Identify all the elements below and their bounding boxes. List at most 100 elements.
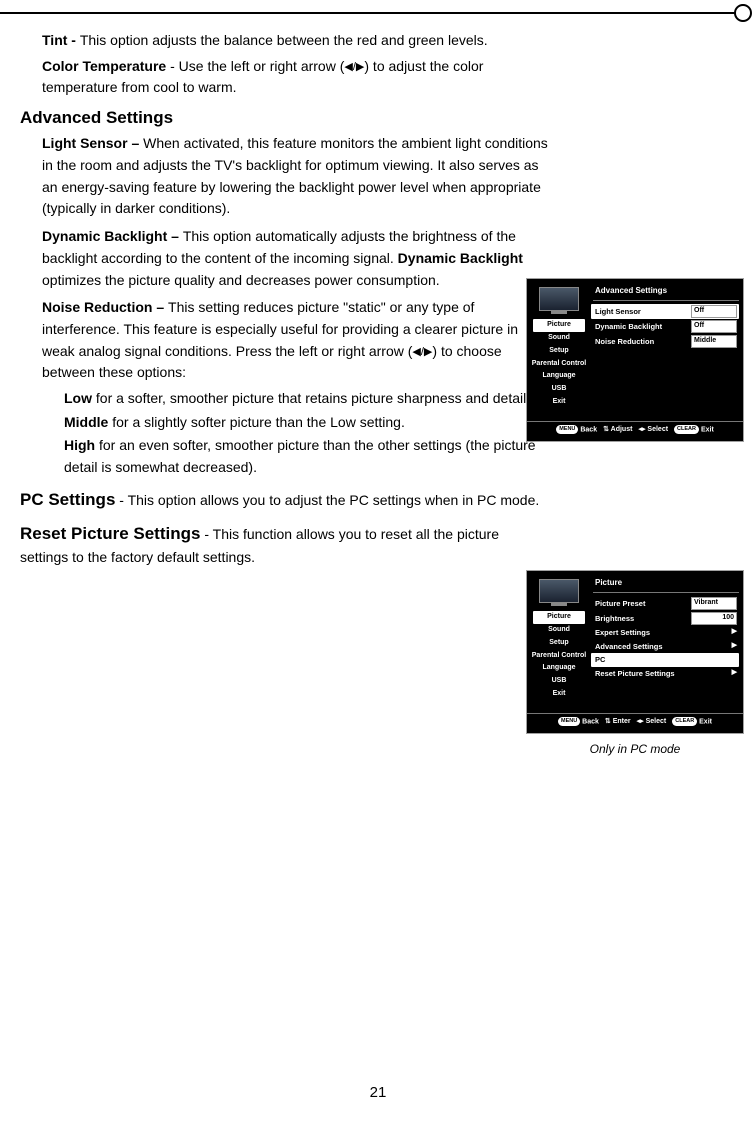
light-sensor-label: Light Sensor – — [42, 135, 143, 151]
sidebar-item-setup[interactable]: Setup — [527, 345, 591, 358]
middle-option: Middle for a slightly softer picture tha… — [64, 412, 550, 434]
osd-row-value: Off — [691, 320, 737, 333]
colortemp-label: Color Temperature — [42, 58, 166, 74]
osd-row-value: 100 — [691, 612, 737, 625]
low-option: Low for a softer, smoother picture that … — [64, 388, 550, 410]
osd-body: Picture Sound Setup Parental Control Lan… — [527, 283, 743, 421]
osd-row[interactable]: Brightness100 — [593, 611, 739, 626]
dyn-text-b: optimizes the picture quality and decrea… — [42, 272, 440, 288]
osd-picture: Picture Sound Setup Parental Control Lan… — [526, 570, 744, 734]
osd-row-label: PC — [593, 654, 731, 666]
footer-back: MENU Back — [558, 717, 599, 728]
left-right-arrow-icon: ◀/▶ — [412, 345, 432, 357]
osd-row[interactable]: Picture PresetVibrant — [593, 596, 739, 611]
text-column: Tint - This option adjusts the balance b… — [20, 30, 550, 569]
osd-row-label: Noise Reduction — [593, 336, 691, 348]
clear-button-icon: CLEAR — [674, 425, 699, 434]
osd-row[interactable]: Noise ReductionMiddle — [593, 334, 739, 349]
tv-icon — [539, 579, 579, 607]
sidebar-item-exit[interactable]: Exit — [527, 396, 591, 409]
mid-label: Middle — [64, 414, 108, 430]
osd-row-label: Reset Picture Settings — [593, 668, 731, 680]
osd-row[interactable]: Light SensorOff — [591, 304, 739, 319]
osd-sidebar: Picture Sound Setup Parental Control Lan… — [527, 283, 591, 421]
footer-enter: ⇅ Enter — [605, 717, 631, 728]
osd-rows: Picture PresetVibrantBrightness100Expert… — [593, 596, 739, 680]
sidebar-item-picture[interactable]: Picture — [533, 319, 585, 332]
menu-button-icon: MENU — [558, 717, 580, 726]
reset-para: Reset Picture Settings - This function a… — [20, 521, 550, 569]
noise-label: Noise Reduction – — [42, 299, 168, 315]
low-text: for a softer, smoother picture that reta… — [92, 390, 530, 406]
osd-sidebar: Picture Sound Setup Parental Control Lan… — [527, 575, 591, 713]
pc-settings-text: - This option allows you to adjust the P… — [115, 492, 539, 508]
osd-row-value: Vibrant — [691, 597, 737, 610]
osd-row[interactable]: Expert Settings▶ — [593, 626, 739, 640]
footer-select: ◂▸ Select — [637, 717, 667, 728]
colortemp-para: Color Temperature - Use the left or righ… — [42, 56, 550, 99]
dynamic-backlight-para: Dynamic Backlight – This option automati… — [42, 226, 550, 291]
sidebar-item-setup[interactable]: Setup — [527, 637, 591, 650]
osd-rows: Light SensorOffDynamic BacklightOffNoise… — [593, 304, 739, 349]
footer-exit: CLEAR Exit — [674, 425, 714, 436]
osd-advanced-settings: Picture Sound Setup Parental Control Lan… — [526, 278, 744, 442]
sidebar-item-parental[interactable]: Parental Control — [527, 358, 591, 371]
tint-label: Tint - — [42, 32, 80, 48]
osd-row-label: Dynamic Backlight — [593, 321, 691, 333]
tint-para: Tint - This option adjusts the balance b… — [42, 30, 550, 52]
osd-title: Advanced Settings — [593, 283, 739, 301]
high-text: for an even softer, smoother picture tha… — [64, 437, 536, 475]
low-label: Low — [64, 390, 92, 406]
mid-text: for a slightly softer picture than the L… — [108, 414, 405, 430]
sidebar-item-language[interactable]: Language — [527, 370, 591, 383]
chevron-right-icon: ▶ — [731, 655, 739, 666]
osd-row[interactable]: Dynamic BacklightOff — [593, 319, 739, 334]
chevron-right-icon: ▶ — [731, 627, 739, 638]
footer-adjust: ⇅ Adjust — [603, 425, 632, 436]
osd-body: Picture Sound Setup Parental Control Lan… — [527, 575, 743, 713]
sidebar-item-parental[interactable]: Parental Control — [527, 650, 591, 663]
osd-row[interactable]: Reset Picture Settings▶ — [593, 667, 739, 681]
osd-row[interactable]: PC▶ — [591, 653, 739, 667]
high-option: High for an even softer, smoother pictur… — [64, 435, 550, 478]
footer-exit: CLEAR Exit — [672, 717, 712, 728]
osd-row-label: Advanced Settings — [593, 641, 731, 653]
pc-settings-heading: PC Settings — [20, 490, 115, 509]
sidebar-item-sound[interactable]: Sound — [527, 332, 591, 345]
pc-settings-para: PC Settings - This option allows you to … — [20, 487, 550, 513]
noise-para: Noise Reduction – This setting reduces p… — [42, 297, 550, 384]
sidebar-item-picture[interactable]: Picture — [533, 611, 585, 624]
sidebar-item-exit[interactable]: Exit — [527, 688, 591, 701]
sidebar-item-language[interactable]: Language — [527, 662, 591, 675]
left-right-arrow-icon: ◀/▶ — [344, 60, 364, 72]
osd2-caption: Only in PC mode — [526, 740, 744, 759]
osd-row-label: Picture Preset — [593, 598, 691, 610]
sidebar-item-sound[interactable]: Sound — [527, 624, 591, 637]
reset-heading: Reset Picture Settings — [20, 524, 200, 543]
top-rule — [0, 12, 742, 14]
footer-back: MENU Back — [556, 425, 597, 436]
osd-footer: MENU Back ⇅ Adjust ◂▸ Select CLEAR Exit — [527, 421, 743, 439]
advanced-settings-heading: Advanced Settings — [20, 105, 550, 131]
light-sensor-para: Light Sensor – When activated, this feat… — [42, 133, 550, 220]
osd-row-value: Off — [691, 305, 737, 318]
osd-row-label: Expert Settings — [593, 627, 731, 639]
page-number: 21 — [0, 1081, 756, 1104]
osd-main-panel: Advanced Settings Light SensorOffDynamic… — [591, 283, 743, 421]
sidebar-item-usb[interactable]: USB — [527, 675, 591, 688]
chevron-right-icon: ▶ — [731, 641, 739, 652]
sidebar-item-usb[interactable]: USB — [527, 383, 591, 396]
osd-row[interactable]: Advanced Settings▶ — [593, 640, 739, 654]
osd-row-value: Middle — [691, 335, 737, 348]
tv-icon — [539, 287, 579, 315]
osd-row-label: Brightness — [593, 613, 691, 625]
clear-button-icon: CLEAR — [672, 717, 697, 726]
high-label: High — [64, 437, 95, 453]
dyn-label: Dynamic Backlight – — [42, 228, 183, 244]
colortemp-text-a: - Use the left or right arrow ( — [166, 58, 344, 74]
osd-title: Picture — [593, 575, 739, 593]
footer-select: ◂▸ Select — [638, 425, 668, 436]
menu-button-icon: MENU — [556, 425, 578, 434]
osd-main-panel: Picture Picture PresetVibrantBrightness1… — [591, 575, 743, 713]
tint-text: This option adjusts the balance between … — [80, 32, 488, 48]
